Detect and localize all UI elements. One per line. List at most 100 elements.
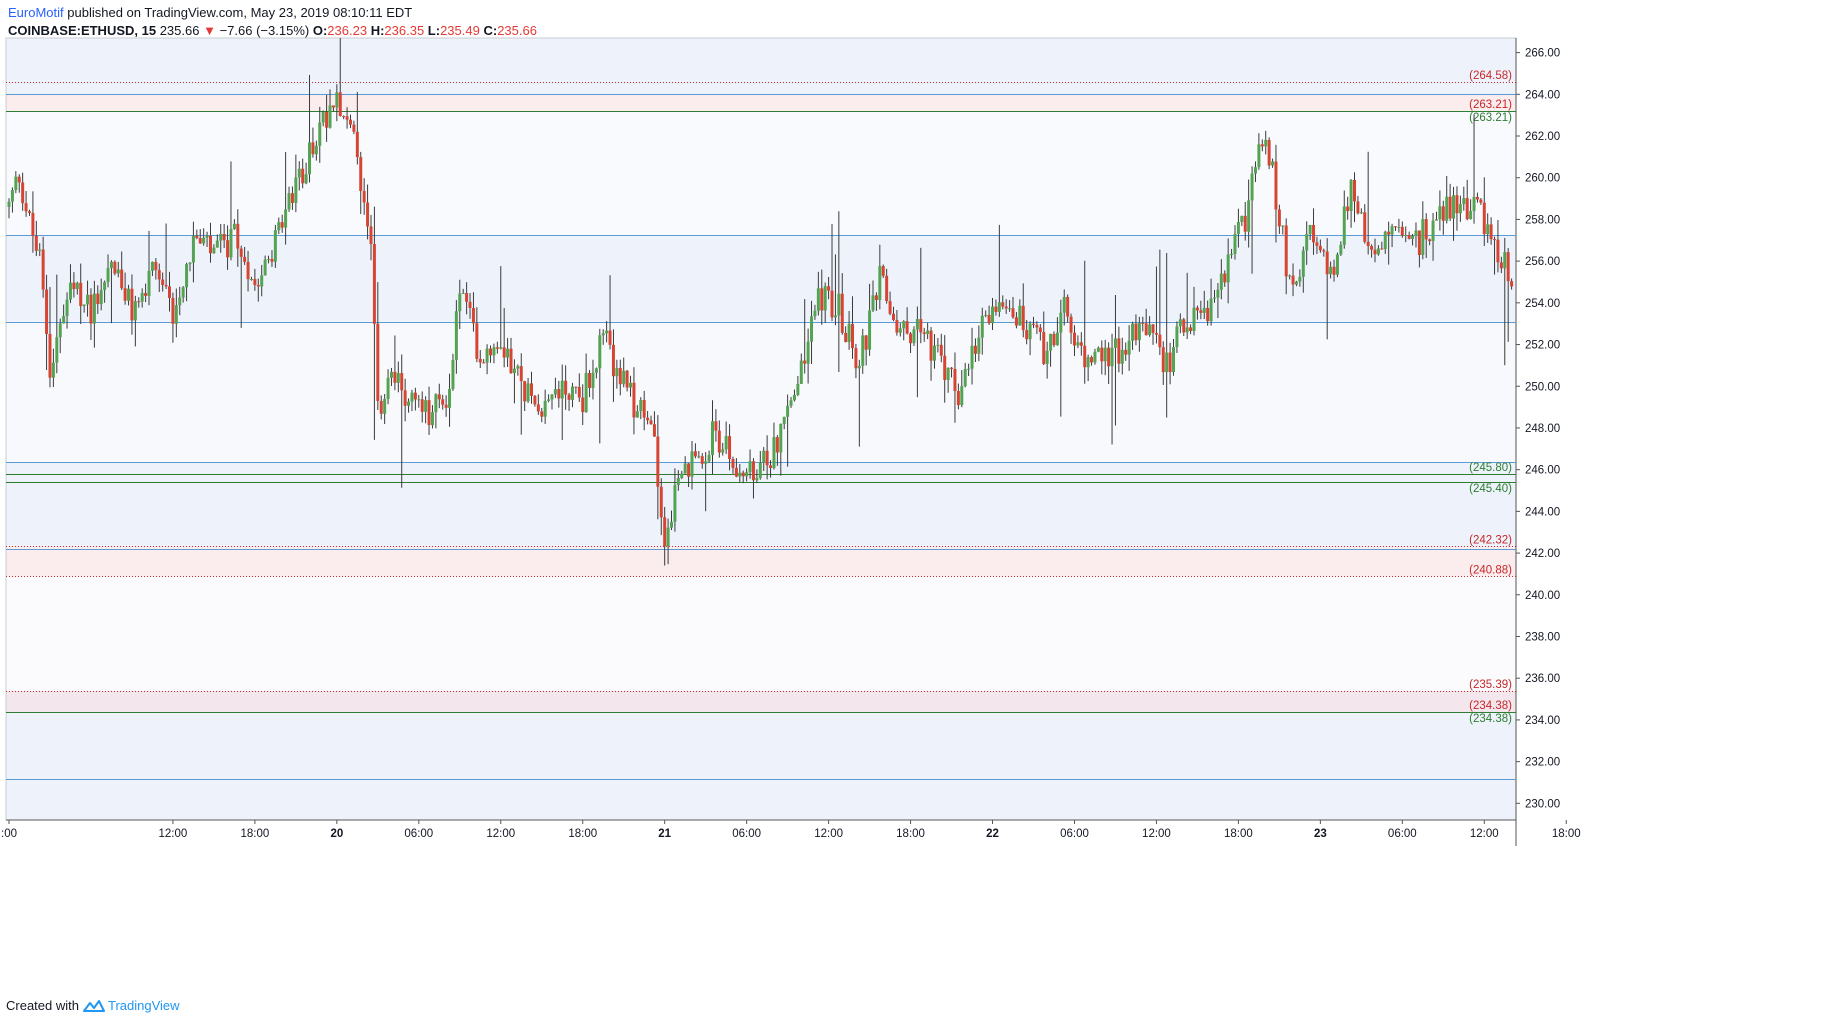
candle-body [1219, 273, 1223, 290]
candle-body [311, 142, 315, 155]
candle-body [772, 437, 776, 469]
candle-body [673, 485, 677, 522]
level-label: (235.39) [1469, 679, 1512, 691]
candle-body [103, 282, 107, 291]
price-change: −7.66 (−3.15%) [219, 23, 310, 38]
author-link[interactable]: EuroMotif [8, 5, 64, 20]
candle-body [1458, 204, 1462, 214]
candle-body [352, 124, 356, 132]
candle-body [874, 295, 878, 301]
candle-body [308, 142, 312, 175]
candle-body [1376, 248, 1380, 255]
candle-body [1038, 327, 1042, 333]
candle-body [55, 337, 59, 363]
candle-body [830, 290, 834, 318]
low-label: L: [427, 23, 441, 38]
candle-body [1148, 324, 1152, 336]
candle-body [116, 269, 120, 274]
candle-body [489, 348, 493, 356]
x-tick-label: 06:00 [1060, 828, 1089, 840]
candle-body [1141, 322, 1145, 324]
candle-body [290, 193, 294, 203]
y-tick-label: 238.00 [1525, 631, 1560, 643]
candle-body [137, 301, 141, 303]
candle-body [1421, 219, 1425, 256]
open-value: 236.23 [327, 23, 368, 38]
candle-body [823, 286, 827, 311]
candle-body [471, 307, 475, 324]
candle-body [267, 259, 271, 261]
candle-body [1093, 351, 1097, 363]
candle-body [185, 264, 189, 288]
candle-body [482, 362, 486, 364]
candle-body [598, 335, 602, 369]
candle-body [915, 319, 919, 330]
y-tick-label: 248.00 [1525, 423, 1560, 435]
candle-body [127, 288, 131, 301]
candle-body [956, 390, 960, 406]
candle-body [140, 292, 144, 302]
candle-body [1411, 235, 1415, 239]
candle-body [943, 355, 947, 380]
candle-body [543, 400, 547, 417]
candle-body [960, 386, 964, 406]
candle-body [625, 370, 629, 388]
tradingview-logo[interactable]: TradingView [82, 998, 180, 1013]
candle-body [1253, 167, 1257, 174]
x-tick-label: 06:00 [732, 828, 761, 840]
candle-body [895, 319, 899, 333]
candle-body [1230, 253, 1234, 255]
candle-body [215, 240, 219, 248]
candle-body [1086, 357, 1090, 368]
candle-body [741, 472, 745, 477]
candle-body [687, 463, 691, 477]
candle-body [1393, 226, 1397, 228]
candle-body [1359, 212, 1363, 214]
candle-body [277, 222, 281, 231]
candle-body [1452, 195, 1456, 219]
candle-body [1329, 266, 1333, 275]
candle-body [31, 212, 35, 236]
candle-body [991, 306, 995, 324]
candle-body [994, 306, 998, 312]
candle-body [871, 295, 875, 311]
level-label: (245.40) [1469, 483, 1512, 495]
candle-body [297, 168, 301, 178]
footer-credit: Created with TradingView [6, 998, 180, 1013]
candle-body [1335, 254, 1339, 275]
candle-body [246, 261, 250, 280]
candle-body [512, 368, 516, 374]
candle-body [164, 285, 168, 287]
candle-body [683, 463, 687, 474]
candle-body [868, 310, 872, 350]
candle-body [294, 177, 298, 203]
open-label: O: [312, 23, 328, 38]
candle-body [205, 235, 209, 238]
candle-body [417, 399, 421, 401]
candle-body [567, 394, 571, 400]
zone-band [6, 576, 1516, 691]
candle-body [109, 261, 113, 269]
candle-body [331, 105, 335, 108]
candle-body [594, 368, 598, 373]
candle-body [734, 467, 738, 477]
candle-body [1021, 305, 1025, 331]
candle-body [523, 381, 527, 402]
candle-body [263, 259, 267, 276]
candle-body [1267, 139, 1271, 166]
candle-body [905, 321, 909, 334]
candle-body [649, 420, 653, 425]
candle-body [437, 394, 441, 400]
candle-body [700, 456, 704, 464]
y-tick-label: 260.00 [1525, 173, 1560, 185]
candle-body [27, 211, 31, 213]
candle-body [1189, 327, 1193, 332]
candle-body [745, 472, 749, 477]
candle-body [693, 451, 697, 457]
candle-body [41, 249, 45, 290]
high-label: H: [370, 23, 385, 38]
candle-body [782, 416, 786, 424]
candle-body [1284, 225, 1288, 277]
level-label: (245.80) [1469, 462, 1512, 474]
